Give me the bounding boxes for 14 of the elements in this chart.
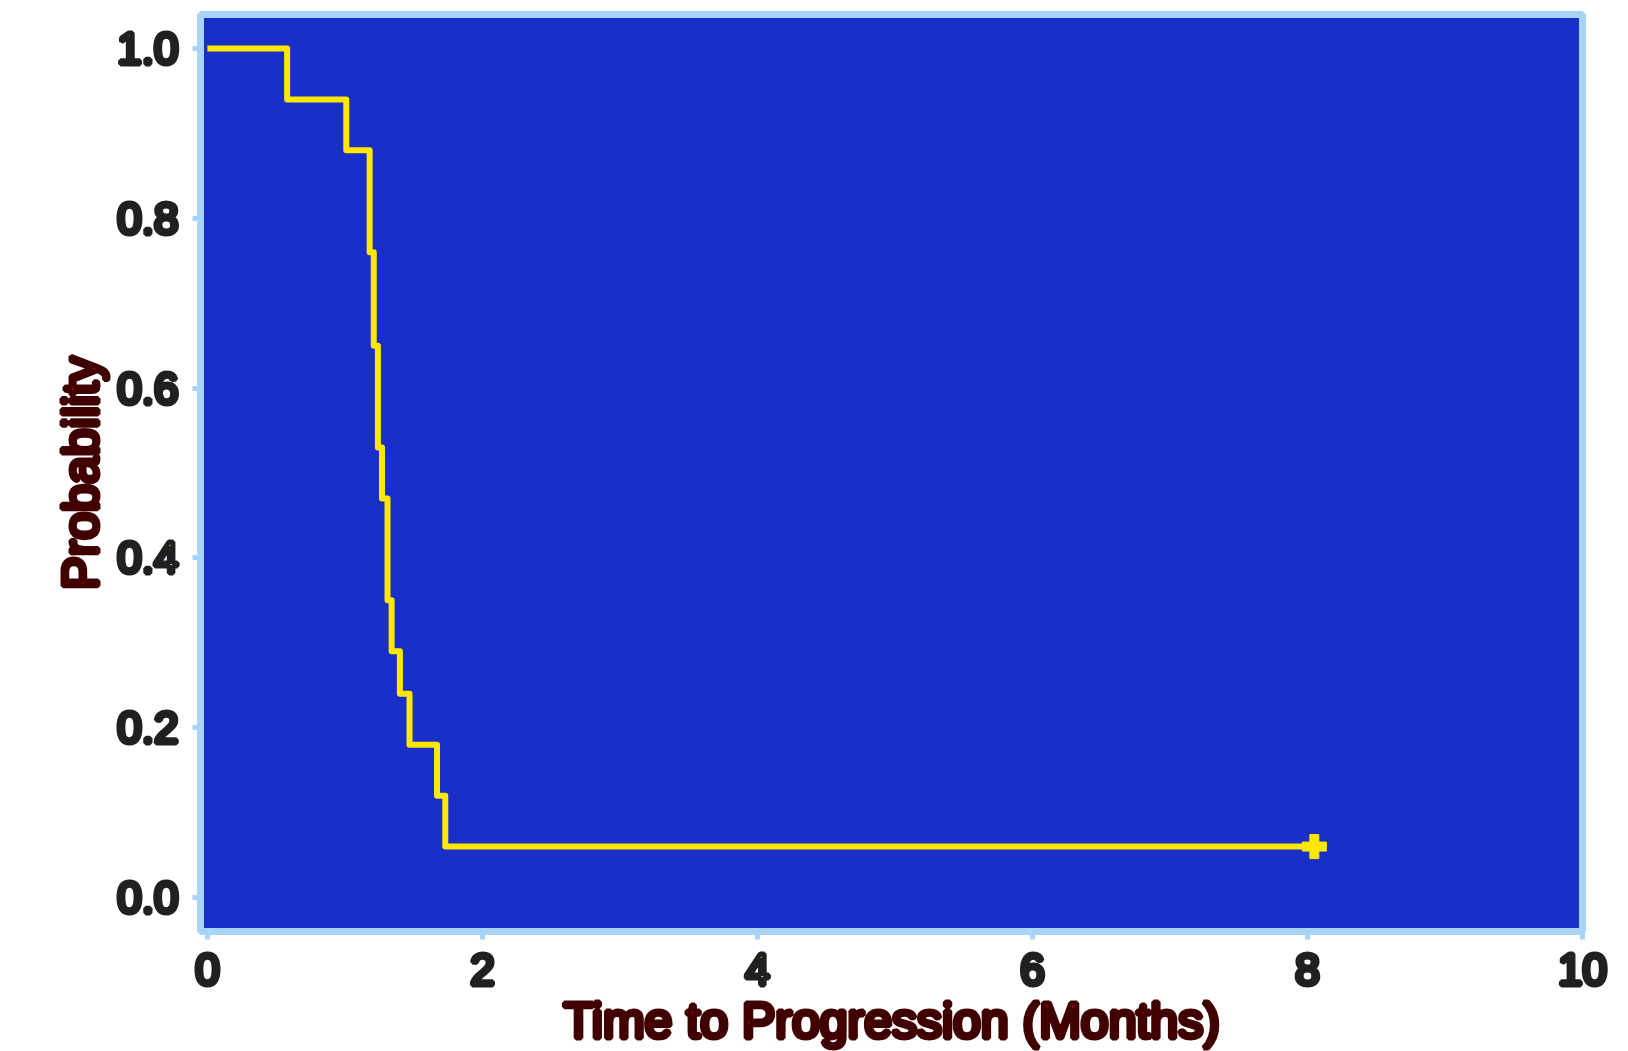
y-tick-label: 0.6 xyxy=(117,363,179,413)
y-tick-label: 0.8 xyxy=(117,193,179,243)
x-tick-label: 10 xyxy=(1558,944,1607,994)
x-tick-label: 6 xyxy=(1020,944,1045,994)
y-tick-label: 0.2 xyxy=(117,703,179,753)
x-tick-label: 0 xyxy=(195,944,220,994)
y-tick-label: 0.4 xyxy=(117,533,179,583)
y-tick-label: 1.0 xyxy=(117,23,179,73)
x-tick-label: 8 xyxy=(1295,944,1320,994)
x-tick-label: 4 xyxy=(745,944,770,994)
x-tick-label: 2 xyxy=(470,944,495,994)
y-axis-title: Probability xyxy=(53,356,110,590)
y-tick-label: 0.0 xyxy=(117,873,179,923)
x-axis-title: Time to Progression (Months) xyxy=(563,992,1220,1049)
